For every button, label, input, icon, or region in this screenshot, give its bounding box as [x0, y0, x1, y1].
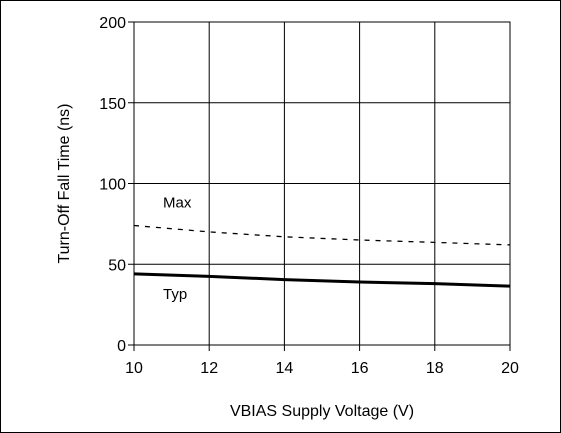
y-tick-label: 150 — [99, 96, 126, 113]
y-tick-label: 0 — [117, 338, 126, 355]
x-tick-label: 20 — [501, 360, 519, 377]
x-tick-label: 18 — [426, 360, 444, 377]
x-axis-title: VBIAS Supply Voltage (V) — [230, 403, 414, 420]
series — [133, 224, 511, 288]
series-line-typ — [133, 272, 511, 288]
gridlines — [134, 22, 510, 345]
y-tick-label: 200 — [99, 15, 126, 32]
y-tick-label: 100 — [99, 177, 126, 194]
series-labels: Max Typ — [163, 194, 192, 302]
y-axis-title: Turn-Off Fall Time (ns) — [56, 103, 73, 263]
x-tick-label: 16 — [351, 360, 369, 377]
x-tick-label: 10 — [125, 360, 143, 377]
y-axis-ticks: 0 50 100 150 200 — [99, 15, 134, 355]
series-label-typ: Typ — [163, 286, 187, 303]
x-tick-label: 14 — [276, 360, 294, 377]
x-axis-ticks: 10 12 14 16 18 20 — [125, 345, 519, 377]
series-line-max — [133, 224, 511, 246]
series-label-max: Max — [163, 194, 192, 211]
y-tick-label: 50 — [108, 257, 126, 274]
x-tick-label: 12 — [200, 360, 218, 377]
